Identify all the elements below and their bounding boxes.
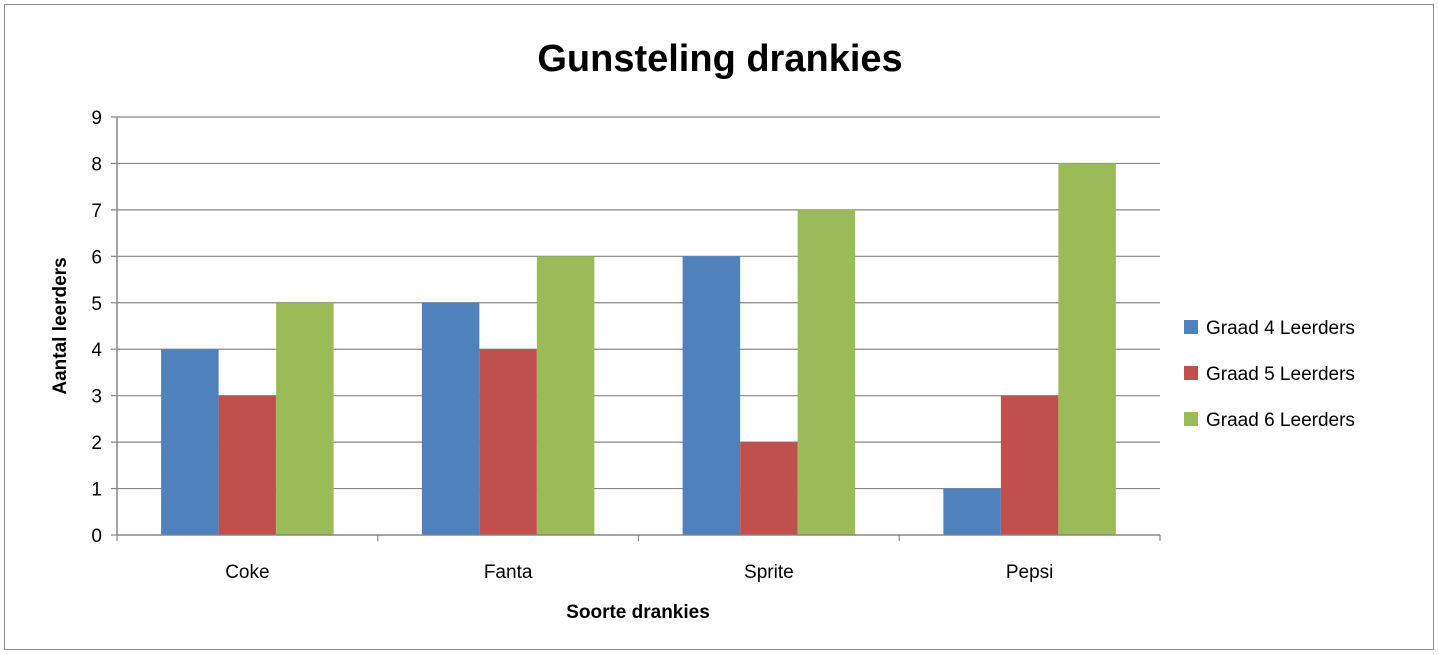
y-tick-label: 7 <box>91 201 102 222</box>
x-tick-label: Pepsi <box>1006 562 1054 583</box>
bar <box>421 302 480 535</box>
x-axis-title: Soorte drankies <box>566 602 710 623</box>
bar <box>682 256 741 535</box>
y-tick-label: 3 <box>91 387 102 408</box>
legend: Graad 4 Leerders Graad 5 Leerders Graad 6 … <box>1184 318 1355 431</box>
x-tick-label: Fanta <box>484 562 533 583</box>
bar <box>161 349 219 535</box>
bar <box>276 302 334 535</box>
x-axis-ticks: Coke Fanta Sprite Pepsi <box>116 535 1161 583</box>
bar <box>1058 163 1116 535</box>
y-tick-label: 6 <box>91 247 102 268</box>
legend-swatch <box>1184 412 1198 426</box>
legend-label: Graad 6 Leerders <box>1206 410 1355 431</box>
x-tick-label: Sprite <box>744 562 794 583</box>
chart-title: Gunsteling drankies <box>537 38 902 80</box>
y-tick-label: 8 <box>91 154 102 175</box>
bars <box>161 163 1116 535</box>
bar <box>797 209 856 535</box>
legend-swatch <box>1184 320 1198 334</box>
legend-label: Graad 5 Leerders <box>1206 364 1355 385</box>
y-tick-label: 2 <box>91 433 102 454</box>
legend-label: Graad 4 Leerders <box>1206 318 1355 339</box>
bar <box>740 442 798 535</box>
y-tick-label: 0 <box>91 526 102 547</box>
bar <box>218 395 277 535</box>
bar <box>536 256 595 535</box>
legend-swatch <box>1184 366 1198 380</box>
bar <box>479 349 537 535</box>
bar <box>943 488 1001 535</box>
y-tick-label: 4 <box>91 340 102 361</box>
y-tick-label: 5 <box>91 294 102 315</box>
y-axis-title: Aantal leerders <box>50 257 71 394</box>
x-tick-label: Coke <box>225 562 269 583</box>
bar <box>1000 395 1059 535</box>
y-tick-label: 1 <box>91 480 102 501</box>
y-tick-label: 9 <box>91 108 102 129</box>
y-axis-ticks: 0 1 2 3 4 5 6 7 8 9 <box>91 108 117 547</box>
